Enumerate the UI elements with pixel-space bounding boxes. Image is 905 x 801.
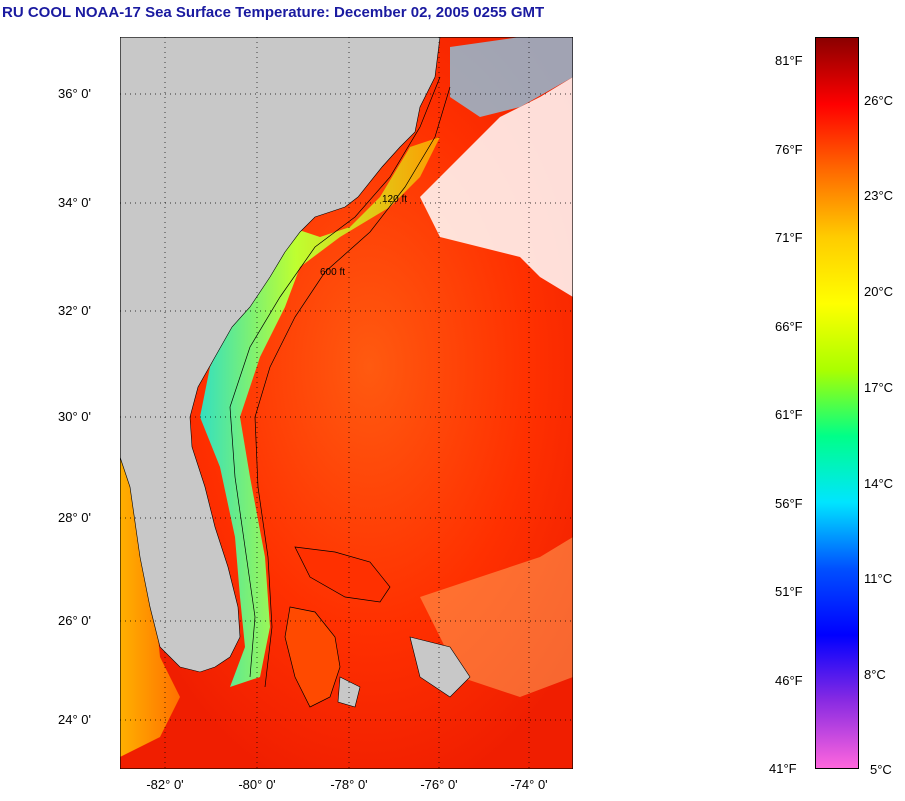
sst-map[interactable]: 120 ft 600 ft [120,37,573,769]
colorbar-c-17: 17°C [864,380,894,395]
grid-lines [120,37,573,769]
colorbar-f-71: 71°F [775,230,803,245]
contour-label-600: 600 ft [320,267,345,278]
depth-contour-120ft [229,76,441,678]
colorbar-c-23: 23°C [864,188,894,203]
colorbar-f-51: 51°F [775,584,803,599]
lon-label-80: -80° 0' [238,777,276,792]
lat-label-24: 24° 0' [58,712,91,727]
contour-label-120: 120 ft [382,194,407,205]
lon-label-74: -74° 0' [510,777,548,792]
lat-label-28: 28° 0' [58,510,91,525]
colorbar-f-81: 81°F [775,53,803,68]
bahamas-andros [284,606,341,708]
colorbar-c-8: 8°C [864,667,886,682]
colorbar-c-5: 5°C [870,762,892,777]
shelf-water [200,137,440,687]
colorbar-c-11: 11°C [864,571,893,586]
colorbar-f-41: 41°F [769,761,797,776]
colorbar-c-14: 14°C [864,476,894,491]
lat-label-36: 36° 0' [58,86,91,101]
bahamas-islands [337,636,471,708]
depth-contour-600ft [254,86,451,688]
lon-label-82: -82° 0' [146,777,184,792]
lat-label-32: 32° 0' [58,303,91,318]
bahamas-grand [294,546,391,603]
colorbar-c-20: 20°C [864,284,894,299]
colorbar-f-66: 66°F [775,319,803,334]
lat-label-34: 34° 0' [58,195,91,210]
colorbar-f-76: 76°F [775,142,803,157]
colorbar-f-56: 56°F [775,496,803,511]
colorbar-c-26: 26°C [864,93,894,108]
colorbar-f-61: 61°F [775,407,803,422]
land-mainland [120,37,441,673]
cloud-cover-north [450,37,573,117]
lat-label-30: 30° 0' [58,409,91,424]
lon-label-76: -76° 0' [420,777,458,792]
temperature-colorbar [815,37,859,769]
cloud-cover [420,77,573,297]
lon-label-78: -78° 0' [330,777,368,792]
map-title: RU COOL NOAA-17 Sea Surface Temperature:… [2,4,545,21]
lat-label-26: 26° 0' [58,613,91,628]
colorbar-f-46: 46°F [775,673,803,688]
